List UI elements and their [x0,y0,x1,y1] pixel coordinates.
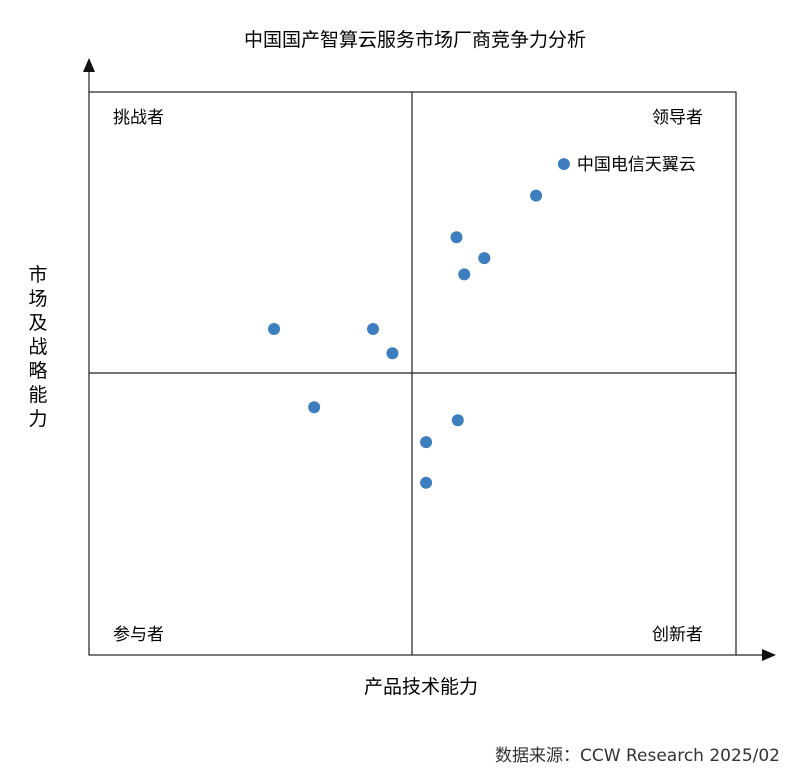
data-point-10 [451,414,464,427]
x-axis-label: 产品技术能力 [364,676,478,698]
data-point-4 [478,252,491,265]
data-point-11 [420,436,433,449]
y-axis-arrow-icon [83,58,95,72]
quadrant-label-challengers: 挑战者 [113,108,164,128]
data-point-5 [458,268,471,281]
data-point-8 [386,347,399,360]
data-point-6 [268,323,281,336]
data-point-2 [530,189,543,202]
data-point-9 [308,401,321,414]
data-point-3 [450,231,463,244]
data-point-7 [367,323,380,336]
x-axis-arrow-icon [762,649,776,661]
data-point-1 [557,158,570,171]
quadrant-label-innovators: 创新者 [652,625,703,645]
data-point-12 [420,476,433,489]
quadrant-label-participants: 参与者 [113,625,164,645]
chart-title: 中国国产智算云服务市场厂商竞争力分析 [244,29,586,51]
y-axis-label: 市场及战略能力 [28,264,47,430]
data-points: 中国电信天翼云 [268,155,696,489]
data-point-label: 中国电信天翼云 [577,155,696,175]
source-note: 数据来源：CCW Research 2025/02 [495,746,780,766]
quadrant-label-leaders: 领导者 [652,108,703,128]
